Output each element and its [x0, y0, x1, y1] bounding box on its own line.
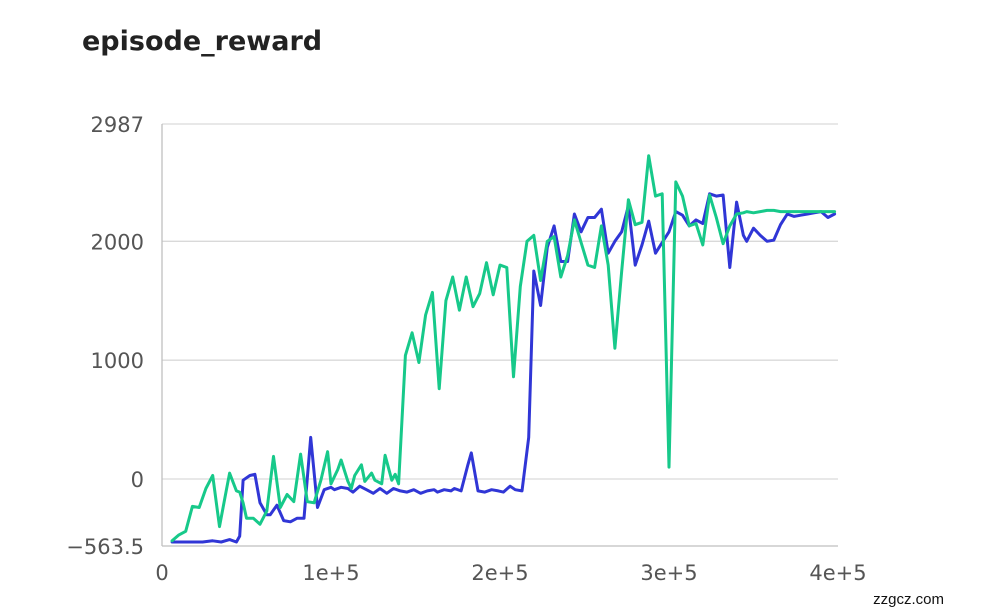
- y-tick-label: 0: [131, 468, 144, 492]
- grid-lines: [162, 123, 838, 480]
- axes: [161, 124, 838, 547]
- x-tick-labels: 0 1e+5 2e+5 3e+5 4e+5: [155, 561, 866, 585]
- series-line-1: [170, 192, 837, 544]
- x-tick-label: 2e+5: [471, 561, 528, 585]
- chart-title: episode_reward: [82, 26, 323, 57]
- series-lines: [170, 154, 837, 544]
- x-tick-label: 3e+5: [640, 561, 697, 585]
- series-line-2: [170, 154, 837, 543]
- y-tick-label: 2987: [91, 113, 144, 137]
- x-tick-label: 1e+5: [302, 561, 359, 585]
- y-tick-label: 2000: [91, 230, 144, 254]
- x-tick-label: 4e+5: [809, 561, 866, 585]
- y-tick-label: 1000: [91, 349, 144, 373]
- x-tick-label: 0: [155, 561, 168, 585]
- y-tick-label: −563.5: [66, 535, 144, 559]
- y-tick-labels: −563.5 0 1000 2000 2987: [66, 113, 144, 559]
- watermark: zzgcz.com: [873, 591, 944, 608]
